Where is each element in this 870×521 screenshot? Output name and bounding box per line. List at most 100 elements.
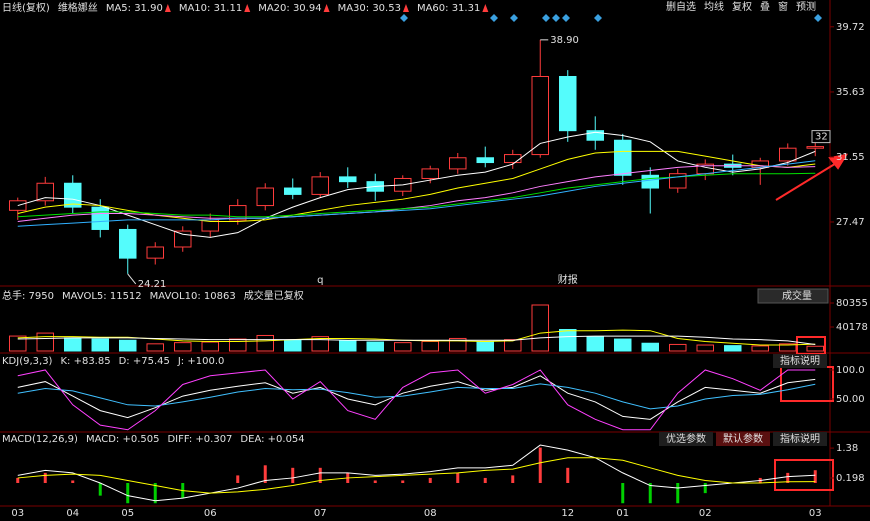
x-tick-label: 06 xyxy=(204,508,217,519)
toolbar-button[interactable]: 窗 xyxy=(778,0,788,13)
panel-button-label[interactable]: 优选参数 xyxy=(666,432,706,445)
volume-bar xyxy=(201,341,219,352)
legend-label: D: +75.45 xyxy=(119,356,170,367)
annotation-leader xyxy=(127,273,137,285)
x-tick-label: 03 xyxy=(809,508,822,519)
x-tick-label: 04 xyxy=(66,508,79,519)
y-tick-label: 31.55 xyxy=(836,152,865,163)
x-tick-label: 07 xyxy=(314,508,327,519)
toolbar-button[interactable]: 叠 xyxy=(760,1,770,13)
diamond xyxy=(552,14,560,22)
candle-body xyxy=(119,228,137,259)
legend-label: DIFF: +0.307 xyxy=(167,434,232,445)
candle-body xyxy=(449,157,467,170)
x-tick-label: 08 xyxy=(424,508,437,519)
annotation: 24.21 xyxy=(138,279,167,290)
annotation: 38.90 xyxy=(550,35,579,46)
price-tag-box xyxy=(811,130,831,144)
panel-button-label[interactable]: 默认参数 xyxy=(723,432,763,445)
y-tick-label: 100.0 xyxy=(836,365,865,376)
volume-bar xyxy=(146,343,164,352)
candle-body xyxy=(174,230,192,248)
indicator-line xyxy=(17,131,816,238)
candle-body xyxy=(641,174,659,189)
legend-label: MA10: 31.11 xyxy=(179,3,242,14)
panel-button-label[interactable]: 指标说明 xyxy=(780,354,820,367)
x-tick-label: 05 xyxy=(121,508,134,519)
volume-bar xyxy=(449,337,467,352)
panel-button[interactable] xyxy=(773,432,827,446)
trend-arrow xyxy=(482,4,489,12)
legend-label: J: +100.0 xyxy=(177,356,225,367)
legend-label: MA20: 30.94 xyxy=(258,3,321,14)
volume-bar xyxy=(806,345,824,352)
diamond xyxy=(562,14,570,22)
volume-bar xyxy=(559,328,577,352)
volume-bar xyxy=(531,304,549,352)
highlights xyxy=(774,153,849,491)
volume-bar xyxy=(119,339,137,352)
legend-label: MAVOL10: 10863 xyxy=(150,291,236,302)
arrow-head xyxy=(828,153,849,170)
volume-bar xyxy=(64,337,82,352)
volume-bar xyxy=(614,338,632,352)
highlight-box xyxy=(774,459,834,491)
volume-bar xyxy=(641,342,659,352)
selector[interactable]: 成交量 xyxy=(782,289,812,302)
diamond xyxy=(542,14,550,22)
toolbar-button[interactable]: 删自选 xyxy=(666,0,696,13)
y-tick-label: 39.72 xyxy=(836,22,865,33)
diamond xyxy=(594,14,602,22)
volume-bar xyxy=(91,338,109,352)
volume-bar xyxy=(311,336,329,352)
indicator-line xyxy=(17,375,816,420)
legend-label: 日线(复权) xyxy=(2,1,50,14)
legend-label: 维格娜丝 xyxy=(58,1,98,14)
volume-bar xyxy=(586,336,604,352)
candle-body xyxy=(504,154,522,164)
highlight-box xyxy=(780,366,834,402)
x-tick-label: 12 xyxy=(561,508,574,519)
indicator-line xyxy=(17,444,816,502)
toolbar-button[interactable]: 复权 xyxy=(732,0,752,13)
panel-button[interactable] xyxy=(659,432,713,446)
candle-body xyxy=(421,168,439,179)
panel-button[interactable] xyxy=(773,354,827,368)
candle-body xyxy=(614,139,632,176)
volume-bar xyxy=(751,345,769,352)
diamond xyxy=(490,14,498,22)
candle-body xyxy=(64,182,82,208)
indicator-line xyxy=(17,335,816,346)
volume-bar xyxy=(36,332,54,352)
indicator-line xyxy=(17,172,816,218)
event-marker: 财报 xyxy=(558,273,578,286)
volume-bar xyxy=(696,344,714,352)
y-tick-label: 35.63 xyxy=(836,87,865,98)
arrow xyxy=(775,161,839,201)
signal-diamonds xyxy=(400,14,822,22)
y-tick-label: 50.00 xyxy=(836,394,865,405)
legend-label: 总手: 7950 xyxy=(2,289,54,302)
candle-body xyxy=(339,176,357,183)
candle-body xyxy=(256,187,274,207)
toolbar-button[interactable]: 预测 xyxy=(796,0,816,13)
legend-label: 成交量已复权 xyxy=(244,289,304,302)
legend-label: MA60: 31.31 xyxy=(417,3,480,14)
volume-bar xyxy=(284,339,302,352)
legend-label: MACD: +0.505 xyxy=(86,434,160,445)
indicator-line xyxy=(17,329,816,346)
selector-box[interactable] xyxy=(757,288,829,304)
toolbar-button[interactable]: 均线 xyxy=(704,0,724,13)
indicator-line xyxy=(17,383,816,410)
trend-arrow xyxy=(323,4,330,12)
y-tick-label: 40178 xyxy=(836,322,868,333)
x-tick-label: 02 xyxy=(699,508,712,519)
diamond xyxy=(814,14,822,22)
panel-button-label[interactable]: 指标说明 xyxy=(780,432,820,445)
legend-label: DEA: +0.054 xyxy=(240,434,304,445)
candle-body xyxy=(311,176,329,195)
panel-button[interactable] xyxy=(716,432,770,446)
y-tick-label: 27.47 xyxy=(836,217,865,228)
diamond xyxy=(400,14,408,22)
event-marker: q xyxy=(317,275,323,286)
